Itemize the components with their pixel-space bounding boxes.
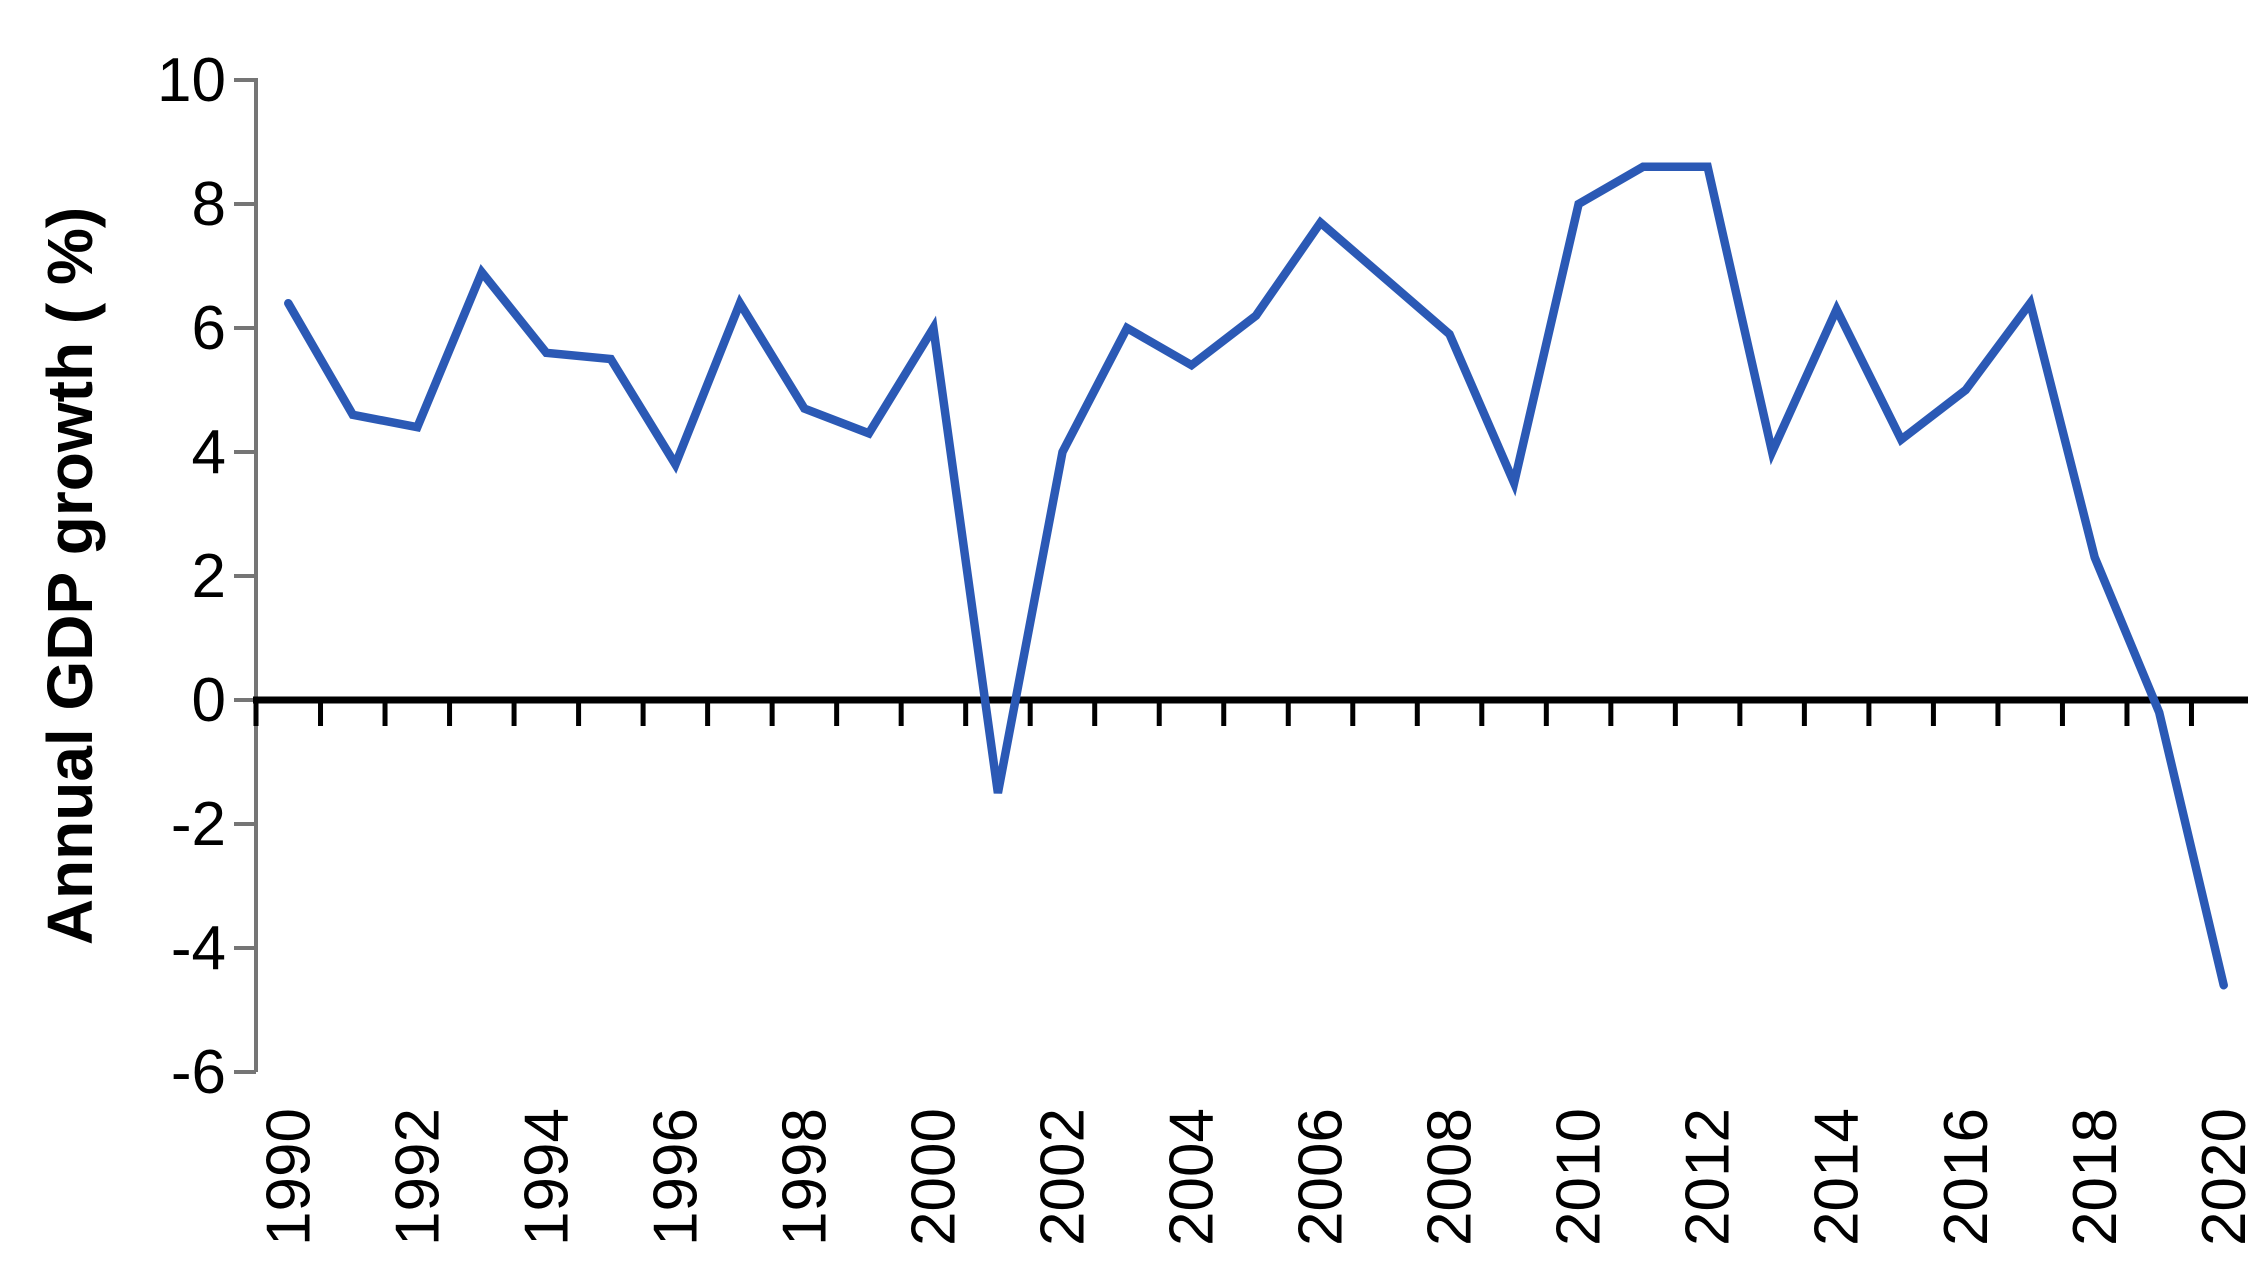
gdp-growth-line [284, 162, 2228, 990]
x-tick-labels: 1990 1992 1994 1996 1998 2000 2002 2004 2006 2008… [254, 1108, 2248, 1246]
x-tick-label: 2006 [1287, 1108, 1356, 1246]
y-tick-label: -2 [171, 790, 226, 859]
y-axis-title: Annual GDP growth ( %) [40, 207, 106, 945]
x-tick-label: 2020 [2190, 1108, 2248, 1246]
y-tick-label: 8 [192, 170, 226, 239]
y-axis [234, 78, 258, 1074]
y-tick-label: 4 [192, 418, 226, 487]
x-tick-label: 2000 [899, 1108, 968, 1246]
y-tick-label: 0 [192, 666, 226, 735]
y-tick-label: 10 [157, 46, 226, 115]
x-tick-label: 1990 [254, 1108, 323, 1246]
x-tick-label: 2002 [1029, 1108, 1098, 1246]
y-tick-label: -4 [171, 914, 226, 983]
gdp-growth-line-chart: 10 8 6 4 2 0 -2 -4 -6 1990 1992 1994 1996 1998 2000 20… [34, 16, 2248, 1254]
x-tick-label: 1996 [641, 1108, 710, 1246]
x-tick-label: 1992 [383, 1108, 452, 1246]
y-tick-label: 6 [192, 294, 226, 363]
x-tick-label: 2004 [1158, 1108, 1227, 1246]
x-tick-label: 2018 [2061, 1108, 2130, 1246]
x-tick-label: 2008 [1416, 1108, 1485, 1246]
x-tick-label: 2014 [1803, 1108, 1872, 1246]
x-tick-label: 2016 [1932, 1108, 2001, 1246]
x-axis [253, 696, 2248, 726]
x-tick-label: 2012 [1674, 1108, 1743, 1246]
x-tick-label: 2010 [1545, 1108, 1614, 1246]
y-tick-label: -6 [171, 1038, 226, 1107]
y-tick-labels: 10 8 6 4 2 0 -2 -4 -6 [157, 46, 226, 1107]
x-tick-label: 1998 [770, 1108, 839, 1246]
chart-svg: 10 8 6 4 2 0 -2 -4 -6 1990 1992 1994 1996 1998 2000 20… [34, 46, 2248, 1246]
y-tick-label: 2 [192, 542, 226, 611]
data-series [284, 162, 2228, 990]
x-tick-label: 1994 [512, 1108, 581, 1246]
